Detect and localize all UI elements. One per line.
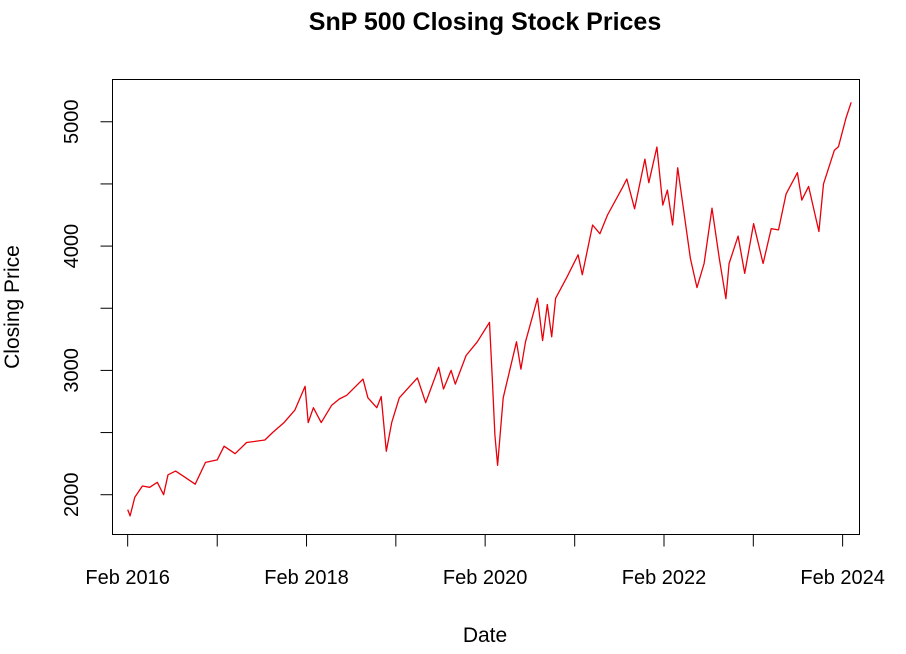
y-tick-label: 4000 <box>61 224 83 269</box>
x-tick-label: Feb 2020 <box>443 567 528 589</box>
x-axis: Feb 2016 Feb 2018 Feb 2020 Feb 2022 Feb 2024 <box>85 534 885 589</box>
x-tick-label: Feb 2016 <box>85 567 170 589</box>
x-tick-label: Feb 2018 <box>264 567 349 589</box>
y-tick-label: 5000 <box>61 100 83 145</box>
price-series-line <box>127 102 852 517</box>
chart-title: SnP 500 Closing Stock Prices <box>309 8 661 36</box>
x-tick-label: Feb 2022 <box>622 567 707 589</box>
y-tick-label: 3000 <box>61 348 83 393</box>
y-tick-label: 2000 <box>61 472 83 517</box>
y-axis: 2000 3000 4000 5000 <box>61 100 113 517</box>
series-group <box>127 102 852 517</box>
y-axis-title: Closing Price <box>1 245 24 369</box>
x-tick-label: Feb 2024 <box>800 567 885 589</box>
x-axis-title: Date <box>463 624 507 647</box>
